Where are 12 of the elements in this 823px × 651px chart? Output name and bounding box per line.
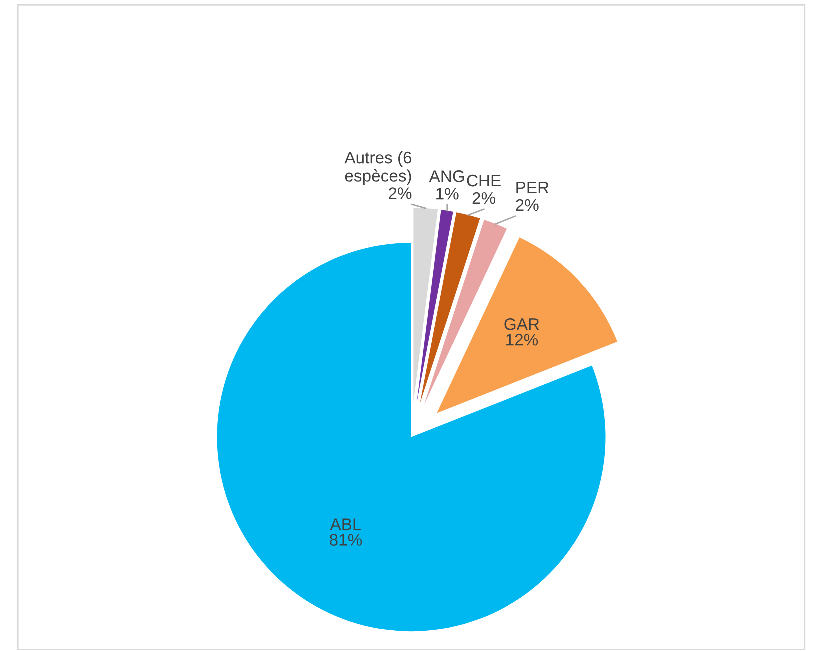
slice-label: Autres (6 espèces) [344,151,412,186]
data-label: 1% [436,188,459,200]
slice-label: PER [516,182,549,194]
slice-label: ABL [330,518,362,530]
slice-label: ANG [429,170,464,182]
data-label: 2% [389,188,412,200]
slice-label: CHE [467,174,501,187]
slice-label: GAR [504,318,540,330]
data-label: 2% [472,192,496,204]
data-label: 12% [506,334,538,346]
data-label: 2% [516,199,539,212]
data-label: 81% [330,534,362,546]
